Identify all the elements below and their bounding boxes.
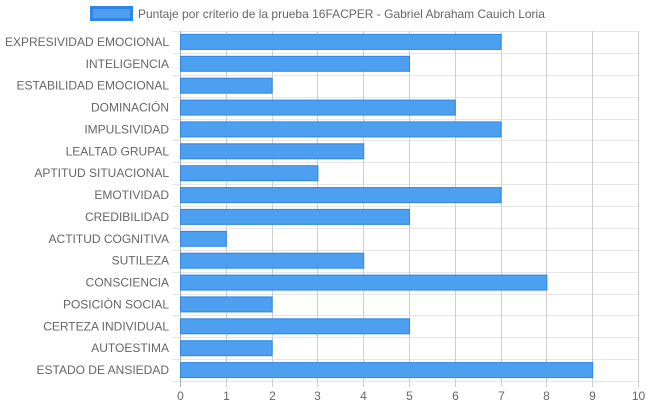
y-axis-labels: EXPRESIVIDAD EMOCIONAL INTELIGENCIA ESTABI… [5,35,169,377]
category-label: IMPULSIVIDAD [84,122,169,136]
x-tick-label: 4 [360,389,367,403]
x-tick-label: 1 [223,389,230,403]
category-label: POSICIÓN SOCIAL [63,296,169,311]
x-tick-label: 6 [452,389,459,403]
category-label: EMOTIVIDAD [94,188,169,202]
legend-label: Puntaje por criterio de la prueba 16FACP… [138,7,545,21]
bar[interactable] [180,362,594,379]
x-tick-label: 10 [632,389,646,403]
x-tick-label: 7 [498,389,505,403]
bar[interactable] [180,252,365,269]
bar[interactable] [180,340,273,357]
category-label: ESTABILIDAD EMOCIONAL [17,79,170,93]
x-tick-label: 2 [269,389,276,403]
legend[interactable]: Puntaje por criterio de la prueba 16FACP… [90,6,546,21]
x-tick-label: 8 [543,389,550,403]
x-tick-label: 5 [406,389,413,403]
category-label: DOMINACIÓN [91,100,169,115]
category-label: SUTILEZA [112,254,169,268]
category-label: ESTADO DE ANSIEDAD [37,363,170,377]
category-label: INTELIGENCIA [86,57,169,71]
x-tick-label: 0 [177,389,184,403]
bar[interactable] [180,33,502,50]
category-label: CONSCIENCIA [86,276,169,290]
bar[interactable] [180,143,365,160]
category-label: ACTITUD COGNITIVA [49,232,169,246]
bar[interactable] [180,318,410,335]
category-label: LEALTAD GRUPAL [66,144,170,158]
category-label: CREDIBILIDAD [85,210,169,224]
legend-swatch[interactable] [90,6,133,21]
bar[interactable] [180,55,410,72]
x-axis-labels: 0 1 2 3 4 5 6 7 8 9 10 [177,389,645,403]
category-label: APTITUD SITUACIONAL [34,166,169,180]
bar[interactable] [180,208,410,225]
x-tick-label: 3 [314,389,321,403]
bar[interactable] [180,99,456,116]
x-tick-label: 9 [589,389,596,403]
bar[interactable] [180,121,502,138]
bar[interactable] [180,77,273,94]
category-label: CERTEZA INDIVIDUAL [43,319,169,333]
bar[interactable] [180,296,273,313]
bar[interactable] [180,230,227,247]
bars [180,33,594,379]
bar[interactable] [180,165,319,182]
bar[interactable] [180,187,502,204]
bar[interactable] [180,274,548,291]
category-label: AUTOESTIMA [91,341,169,355]
category-label: EXPRESIVIDAD EMOCIONAL [5,35,169,49]
